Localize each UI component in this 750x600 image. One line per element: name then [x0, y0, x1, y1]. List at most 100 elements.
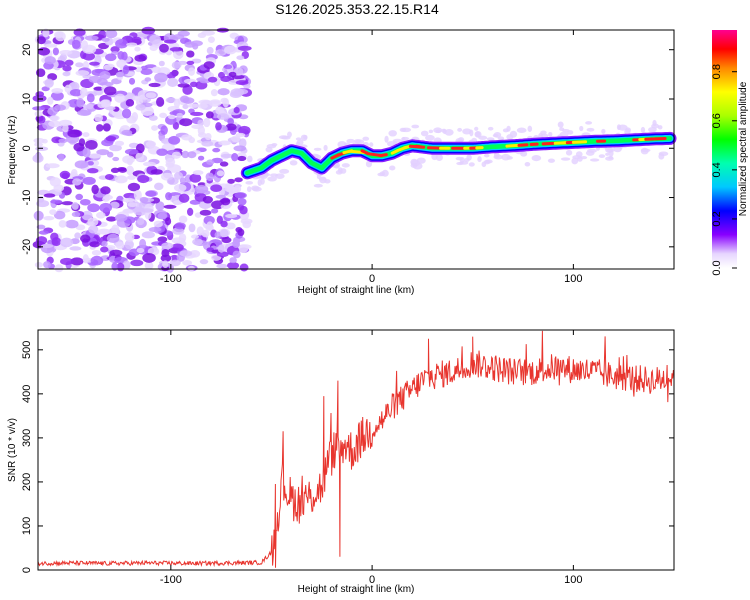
spectrogram-noise-cell	[77, 109, 92, 116]
spectrogram-noise-cell	[197, 119, 204, 127]
spectrogram-noise-cell	[173, 98, 181, 109]
spectrogram-noise-cell	[234, 177, 243, 183]
spectrogram-noise-cell	[189, 249, 201, 258]
spectrogram-noise-cell	[233, 145, 247, 152]
spectrogram-noise-cell	[118, 167, 127, 173]
spectrogram-noise-cell	[165, 217, 172, 226]
spectrogram-halo-cell	[557, 121, 564, 128]
spectrogram-noise-cell	[198, 103, 208, 109]
spectrogram-noise-cell	[96, 149, 110, 156]
spectrogram-noise-cell	[178, 193, 190, 203]
spectrogram-noise-cell	[188, 67, 196, 76]
spectrogram-noise-cell	[32, 94, 47, 102]
spectrogram-ridge-peak	[571, 140, 588, 144]
spectrogram-noise-cell	[144, 261, 154, 270]
spectrogram-noise-cell	[169, 47, 184, 52]
spectrogram-halo-cell	[457, 127, 463, 132]
spectrogram-noise-cell	[124, 239, 134, 250]
spectrogram-halo-cell	[251, 185, 260, 191]
spectrogram-noise-cell	[88, 75, 102, 84]
spectrogram-noise-cell	[199, 259, 209, 265]
spectrogram-noise-cell	[163, 39, 177, 44]
spectrogram-noise-cell	[186, 207, 194, 217]
spectrogram-ridge-peak	[402, 144, 412, 150]
spectrogram-halo-cell	[425, 134, 435, 141]
spectrogram-noise-cell	[157, 236, 168, 243]
spectrogram-noise-cell	[224, 45, 237, 55]
spectrogram-noise-cell	[112, 156, 120, 162]
spectrogram-noise-cell	[101, 99, 112, 108]
spectrogram-noise-cell	[181, 150, 190, 159]
spectrogram-noise-cell	[115, 71, 125, 78]
spectrogram-noise-cell	[51, 88, 64, 94]
spectrogram-noise-cell	[47, 96, 54, 105]
spectrogram-noise-cell	[90, 255, 104, 266]
spectrogram-halo-cell	[278, 135, 289, 140]
spectrogram-noise-cell	[87, 203, 100, 213]
spectrogram-noise-cell	[103, 64, 114, 71]
spectrogram-halo-cell	[279, 168, 290, 174]
spectrogram-noise-cell	[127, 182, 141, 192]
spectrogram-noise-cell	[178, 233, 187, 242]
spectrogram-noise-cell	[205, 172, 215, 181]
spectrogram-halo-cell	[444, 129, 454, 136]
spectrogram-halo-cell	[601, 128, 606, 134]
spectrogram-halo-cell	[296, 139, 304, 146]
spectrogram-noise-cell	[51, 237, 62, 247]
spectrogram-noise-cell	[140, 68, 153, 75]
spectrogram-halo-cell	[571, 157, 579, 165]
spectrogram-noise-cell	[166, 177, 179, 185]
spectrogram-noise-cell	[206, 159, 215, 165]
spectrogram-noise-cell	[163, 204, 177, 209]
spectrogram-noise-cell	[220, 97, 229, 104]
spectrogram-halo-cell	[289, 160, 298, 166]
spectrogram-noise-cell	[174, 171, 183, 180]
spectrogram-noise-cell	[212, 147, 221, 153]
spectrogram-halo-cell	[478, 135, 488, 140]
spectrogram-noise-cell	[128, 77, 136, 85]
spectrogram-noise-cell	[49, 177, 61, 187]
spectrogram-noise-cell	[99, 202, 112, 213]
spectrogram-noise-cell	[97, 228, 111, 235]
spectrogram-noise-cell	[100, 81, 114, 87]
spectrogram-noise-cell	[75, 70, 90, 77]
spectrogram-noise-cell	[215, 194, 226, 199]
spectrogram-noise-cell	[225, 222, 236, 230]
spectrogram-noise-cell	[211, 157, 223, 164]
spectrogram-halo-cell	[572, 155, 582, 160]
spectrogram-noise-cell	[43, 193, 56, 198]
spectrogram-noise-cell	[35, 152, 43, 163]
spectrogram-halo-cell	[362, 136, 370, 141]
spectrogram-noise-cell	[225, 123, 237, 131]
snr-series-line	[37, 330, 674, 568]
spectrogram-noise-cell	[203, 117, 211, 128]
spectrogram-noise-cell	[115, 39, 129, 49]
spectrogram-noise-cell	[199, 209, 212, 216]
spectrogram-halo-cell	[648, 126, 657, 133]
spectrogram-noise-cell	[227, 261, 240, 270]
spectrogram-noise-cell	[60, 257, 74, 266]
spectrogram-noise-cell	[75, 62, 84, 68]
spectrogram-noise-cell	[58, 138, 68, 144]
spectrogram-x-tick-label: -100	[160, 273, 182, 285]
spectrogram-noise-cell	[170, 243, 184, 252]
spectrogram-noise-cell	[151, 66, 162, 74]
spectrogram-noise-cell	[237, 198, 247, 206]
colorbar-tick-label: 0.4	[711, 162, 723, 177]
spectrogram-halo-cell	[323, 144, 328, 151]
spectrogram-noise-cell	[45, 163, 60, 169]
spectrogram-halo-cell	[481, 161, 487, 168]
spectrogram-noise-cell	[86, 93, 95, 103]
spectrogram-noise-cell	[171, 61, 182, 69]
spectrogram-noise-cell	[156, 97, 165, 107]
figure-title: S126.2025.353.22.15.R14	[275, 1, 439, 17]
spectrogram-noise-cell	[148, 115, 158, 121]
spectrogram-noise-cell	[73, 142, 85, 152]
spectrogram-noise-cell	[167, 114, 176, 120]
snr-frame	[37, 329, 675, 571]
spectrogram-ridge-peak	[378, 153, 388, 158]
spectrogram-noise-cell	[38, 195, 45, 203]
spectrogram-noise-cell	[161, 242, 174, 250]
spectrogram-noise-cell	[109, 249, 123, 257]
